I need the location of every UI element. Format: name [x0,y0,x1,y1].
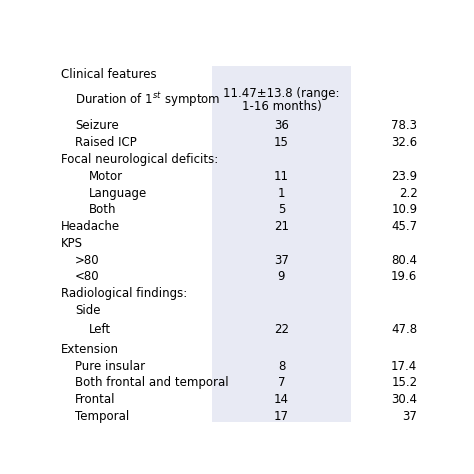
Text: Temporal: Temporal [75,410,129,423]
Text: 11: 11 [274,170,289,183]
Text: Both: Both [89,203,117,216]
Text: 11.47±13.8 (range:: 11.47±13.8 (range: [223,87,340,100]
Text: Raised ICP: Raised ICP [75,136,137,149]
Text: 21: 21 [274,220,289,233]
Text: 37: 37 [274,254,289,267]
Text: Radiological findings:: Radiological findings: [61,287,187,300]
Text: 14: 14 [274,393,289,406]
Text: 45.7: 45.7 [392,220,418,233]
Text: 15: 15 [274,136,289,149]
Text: Pure insular: Pure insular [75,359,145,373]
Text: 36: 36 [274,119,289,132]
Text: 80.4: 80.4 [392,254,418,267]
Text: 10.9: 10.9 [392,203,418,216]
Text: 17.4: 17.4 [391,359,418,373]
Bar [212,66,351,425]
Text: Both frontal and temporal: Both frontal and temporal [75,376,228,389]
Text: 15.2: 15.2 [392,376,418,389]
Text: Side: Side [75,304,100,317]
Text: 47.8: 47.8 [392,323,418,337]
Text: 5: 5 [278,203,285,216]
Text: 17: 17 [274,410,289,423]
Text: Focal neurological deficits:: Focal neurological deficits: [61,153,219,166]
Text: 22: 22 [274,323,289,337]
Text: 78.3: 78.3 [392,119,418,132]
Text: Headache: Headache [61,220,120,233]
Text: Clinical features: Clinical features [61,68,157,81]
Text: 32.6: 32.6 [392,136,418,149]
Text: 1-16 months): 1-16 months) [242,100,321,113]
Text: 9: 9 [278,271,285,283]
Text: 37: 37 [402,410,418,423]
Text: Extension: Extension [61,343,119,356]
Text: KPS: KPS [61,237,83,250]
Text: Language: Language [89,186,147,200]
Text: 30.4: 30.4 [392,393,418,406]
Text: 23.9: 23.9 [392,170,418,183]
Text: Duration of 1$^{st}$ symptom: Duration of 1$^{st}$ symptom [75,91,220,109]
Text: 2.2: 2.2 [399,186,418,200]
Text: Left: Left [89,323,111,337]
Text: Motor: Motor [89,170,123,183]
Text: Frontal: Frontal [75,393,116,406]
Text: 7: 7 [278,376,285,389]
Text: Seizure: Seizure [75,119,119,132]
Text: 8: 8 [278,359,285,373]
Text: >80: >80 [75,254,100,267]
Text: <80: <80 [75,271,100,283]
Text: 1: 1 [278,186,285,200]
Text: 19.6: 19.6 [391,271,418,283]
